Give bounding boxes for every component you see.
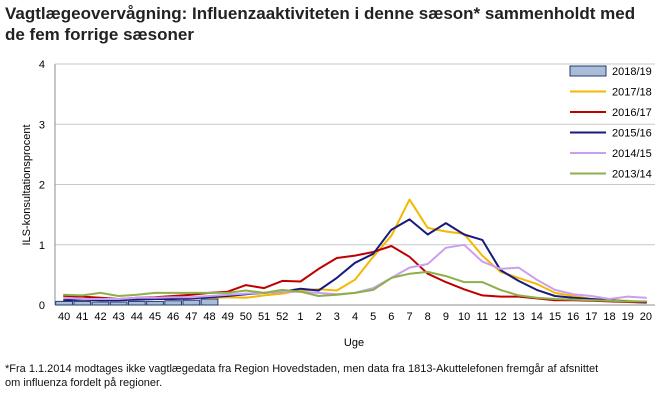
x-tick-label: 4 (352, 311, 358, 323)
legend-label: 2013/14 (612, 169, 652, 181)
x-tick-label: 43 (113, 311, 125, 323)
x-tick-label: 49 (222, 311, 234, 323)
y-tick-label: 1 (39, 240, 45, 252)
legend-label: 2015/16 (612, 128, 652, 140)
chart-title: Vagtlægeovervågning: Influenzaaktivitete… (5, 4, 636, 44)
bar-layer (55, 298, 219, 306)
x-tick-label: 3 (334, 311, 340, 323)
line-layer (63, 198, 647, 304)
x-tick-label: 45 (149, 311, 161, 323)
x-tick-label: 6 (388, 311, 394, 323)
bar (91, 301, 110, 306)
x-tick-label: 8 (425, 311, 431, 323)
footnote-line-1: *Fra 1.1.2014 modtages ikke vagtlægedata… (5, 363, 599, 375)
bar (109, 301, 128, 306)
x-tick-label: 41 (76, 311, 88, 323)
series-line (63, 218, 647, 303)
y-tick-label: 3 (39, 119, 45, 131)
x-tick-label: 44 (131, 311, 143, 323)
x-tick-label: 14 (531, 311, 543, 323)
y-axis-title: ILS-konsultationsprocent (21, 124, 33, 245)
legend-label: 2018/19 (612, 66, 652, 78)
x-tick-label: 52 (276, 311, 288, 323)
x-tick-label: 46 (167, 311, 179, 323)
x-tick-label: 18 (603, 311, 615, 323)
series-line (63, 243, 647, 300)
x-tick-label: 13 (513, 311, 525, 323)
x-tick-label: 51 (258, 311, 270, 323)
bar (55, 300, 73, 306)
x-axis-title: Uge (344, 337, 364, 349)
bar (127, 300, 146, 306)
footnote-line-2: om influenza fordelt på regioner. (5, 377, 163, 389)
x-tick-label: 1 (297, 311, 303, 323)
x-tick-label: 16 (567, 311, 579, 323)
legend-label: 2017/18 (612, 87, 652, 99)
x-tick-label: 42 (94, 311, 106, 323)
x-tick-label: 20 (640, 311, 652, 323)
x-tick-label: 17 (585, 311, 597, 323)
legend-swatch (569, 65, 607, 77)
x-tick-label: 19 (622, 311, 634, 323)
x-tick-label: 9 (443, 311, 449, 323)
x-tick-label: 5 (370, 311, 376, 323)
bar (73, 300, 92, 306)
x-tick-label: 40 (58, 311, 70, 323)
grid-layer (55, 63, 655, 246)
legend: 2018/19 2017/18 2016/17 2015/16 2014/15 2013/… (569, 65, 652, 181)
x-tick-label: 11 (477, 311, 488, 323)
x-tick-label: 10 (458, 311, 470, 323)
x-tick-label: 2 (316, 311, 322, 323)
bar (146, 300, 164, 306)
y-tick-label: 0 (39, 300, 45, 312)
x-tick-label: 15 (549, 311, 561, 323)
x-tick-label: 48 (203, 311, 215, 323)
x-tick-label: 50 (240, 311, 252, 323)
series-line (63, 270, 647, 303)
x-tick-label: 47 (185, 311, 197, 323)
footnote: *Fra 1.1.2014 modtages ikke vagtlægedata… (5, 362, 655, 390)
y-tick-label: 2 (39, 180, 45, 192)
bar (164, 300, 183, 306)
bar (182, 299, 201, 306)
bar (200, 298, 219, 306)
legend-label: 2014/15 (612, 148, 652, 160)
y-tick-label: 4 (39, 59, 45, 71)
x-tick-label: 7 (406, 311, 412, 323)
legend-label: 2016/17 (612, 107, 652, 119)
x-tick-label: 12 (494, 311, 506, 323)
series-line (63, 198, 647, 303)
